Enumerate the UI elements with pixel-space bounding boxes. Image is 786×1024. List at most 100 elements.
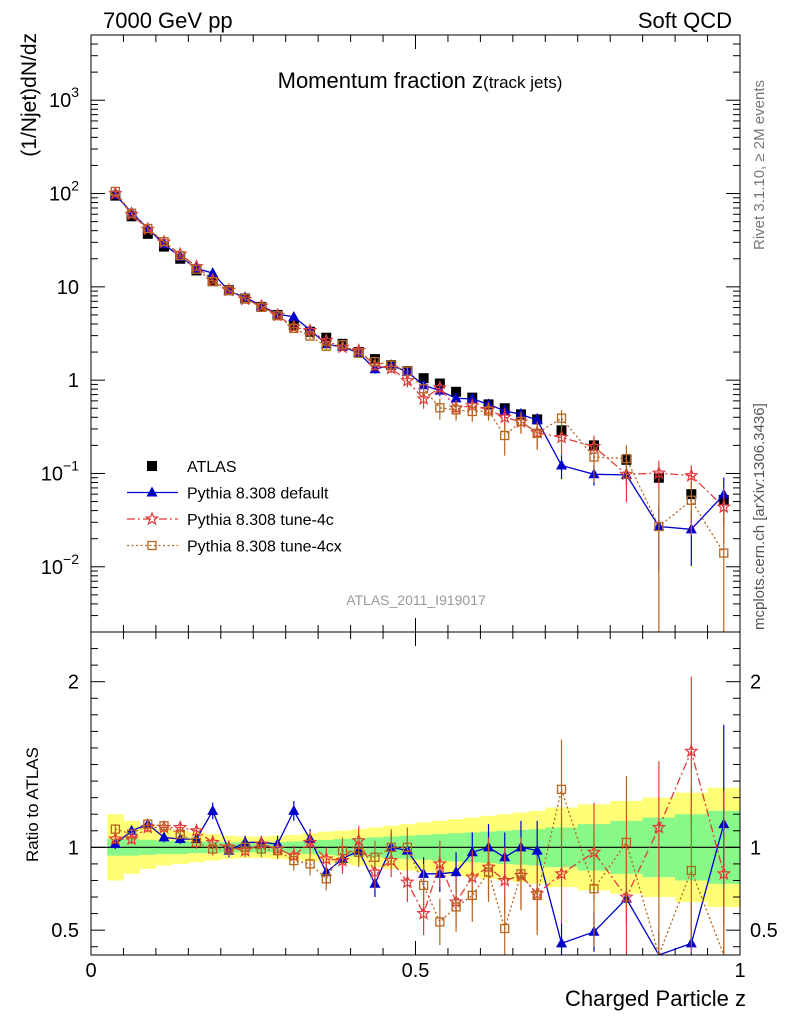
ratio-point bbox=[416, 905, 431, 920]
legend-item: Pythia 8.308 tune-4cx bbox=[127, 539, 342, 556]
x-axis-label: Charged Particle z bbox=[565, 986, 746, 1011]
ratio-point bbox=[386, 842, 396, 852]
mc-point bbox=[224, 285, 234, 296]
main-plot-frame bbox=[90, 34, 741, 633]
legend-label: Pythia 8.308 tune-4c bbox=[187, 512, 334, 529]
ratio-point bbox=[497, 872, 512, 887]
ratio-point bbox=[556, 937, 568, 948]
x-tick-label: 0 bbox=[85, 960, 96, 982]
mc-point bbox=[556, 459, 568, 470]
chart-title-main: Momentum fraction z bbox=[278, 68, 483, 93]
ratio-point bbox=[240, 842, 250, 852]
legend-label: ATLAS bbox=[187, 459, 237, 476]
mc-point bbox=[126, 206, 138, 217]
ratio-point bbox=[189, 823, 204, 837]
ratio-tick-label-right: 0.5 bbox=[750, 920, 778, 942]
atlas-point bbox=[142, 228, 153, 239]
mc-point bbox=[370, 356, 380, 367]
mc-point bbox=[207, 267, 219, 278]
ratio-point bbox=[686, 865, 696, 876]
mc-point bbox=[432, 380, 448, 395]
y-tick-label: 102 bbox=[49, 178, 79, 206]
ratio-point bbox=[191, 837, 202, 848]
y-tick-exponent: 3 bbox=[71, 84, 79, 100]
mc-point bbox=[337, 340, 348, 350]
mc-point bbox=[305, 331, 315, 341]
ratio-point bbox=[224, 844, 234, 854]
ratio-point bbox=[143, 819, 153, 829]
atlas-point bbox=[418, 373, 429, 384]
mc-point bbox=[126, 208, 137, 218]
ratio-axis-ticks: 0 0.5 10.5 0.51 12 2 bbox=[51, 632, 778, 982]
ratio-tick-label-left: 1 bbox=[68, 837, 79, 859]
legend-label: Pythia 8.308 default bbox=[187, 486, 329, 503]
legend: ATLAS Pythia 8.308 default Pythia 8.308 tu… bbox=[127, 459, 342, 556]
legend-item: ATLAS bbox=[147, 459, 237, 476]
ratio-point bbox=[483, 867, 494, 877]
mc-point bbox=[684, 467, 699, 482]
mc-point bbox=[110, 186, 120, 197]
mc-point bbox=[208, 276, 218, 287]
mcplots-label: mcplots.cern.ch [arXiv:1306.3436] bbox=[751, 403, 768, 630]
mc-point bbox=[483, 406, 494, 416]
mc-point bbox=[289, 323, 299, 334]
mc-point bbox=[191, 264, 202, 274]
ratio-tick-label-left: 2 bbox=[68, 672, 79, 694]
y-tick-label: 103 bbox=[49, 84, 79, 112]
legend-item: Pythia 8.308 default bbox=[127, 486, 329, 503]
mc-point bbox=[402, 366, 413, 376]
y-tick-base: 10 bbox=[49, 184, 71, 206]
mc-point bbox=[532, 428, 542, 438]
watermark: ATLAS_2011_I919017 bbox=[346, 592, 486, 608]
y-tick-label: 10−1 bbox=[41, 457, 79, 485]
ratio-point bbox=[467, 890, 477, 901]
main-data bbox=[108, 185, 732, 632]
mc-point bbox=[531, 414, 543, 425]
mc-point bbox=[354, 348, 364, 358]
ratio-point bbox=[432, 856, 448, 871]
ratio-point bbox=[531, 844, 543, 855]
legend-marker bbox=[147, 540, 157, 551]
rivet-label: Rivet 3.1.10, ≥ 2M events bbox=[751, 80, 768, 250]
mc-point bbox=[719, 548, 729, 558]
mc-point bbox=[416, 391, 431, 406]
mc-point bbox=[272, 311, 283, 321]
y-tick-exponent: 2 bbox=[71, 178, 79, 194]
mc-point bbox=[467, 406, 477, 417]
legend-marker bbox=[144, 511, 160, 526]
y-tick-exponent: −2 bbox=[63, 551, 79, 567]
ratio-point bbox=[532, 890, 542, 901]
mc-point bbox=[435, 403, 445, 413]
ratio-point bbox=[556, 784, 567, 795]
mc-point bbox=[321, 341, 331, 351]
ratio-point bbox=[516, 869, 526, 879]
ratio-data bbox=[108, 676, 732, 958]
ratio-point bbox=[288, 804, 300, 815]
y-tick-label: 10 bbox=[57, 277, 79, 299]
mc-point bbox=[159, 236, 169, 247]
mc-point bbox=[143, 223, 153, 234]
ratio-panel: 0 0.5 10.5 0.51 12 2 bbox=[51, 631, 778, 982]
ratio-point bbox=[400, 874, 415, 889]
ratio-point bbox=[451, 902, 461, 912]
ratio-point bbox=[158, 831, 170, 842]
ratio-tick-label-right: 2 bbox=[750, 672, 761, 694]
ratio-point bbox=[302, 834, 318, 849]
ratio-point bbox=[110, 824, 120, 834]
mc-point bbox=[554, 429, 569, 444]
mc-point bbox=[239, 291, 251, 302]
y-tick-base: 10 bbox=[41, 463, 63, 485]
ratio-point bbox=[126, 829, 137, 839]
ratio-point bbox=[554, 866, 569, 881]
ratio-point bbox=[418, 880, 429, 891]
ratio-point bbox=[684, 743, 699, 758]
ratio-point bbox=[305, 859, 315, 869]
ratio-point bbox=[289, 855, 299, 866]
y-axis-label: (1/Njet)dN/dz bbox=[18, 33, 41, 157]
mc-point bbox=[450, 392, 462, 403]
ratio-tick-label-left: 0.5 bbox=[51, 920, 79, 942]
ratio-point bbox=[108, 831, 123, 846]
chart-title: Momentum fraction z(track jets) bbox=[278, 68, 563, 93]
